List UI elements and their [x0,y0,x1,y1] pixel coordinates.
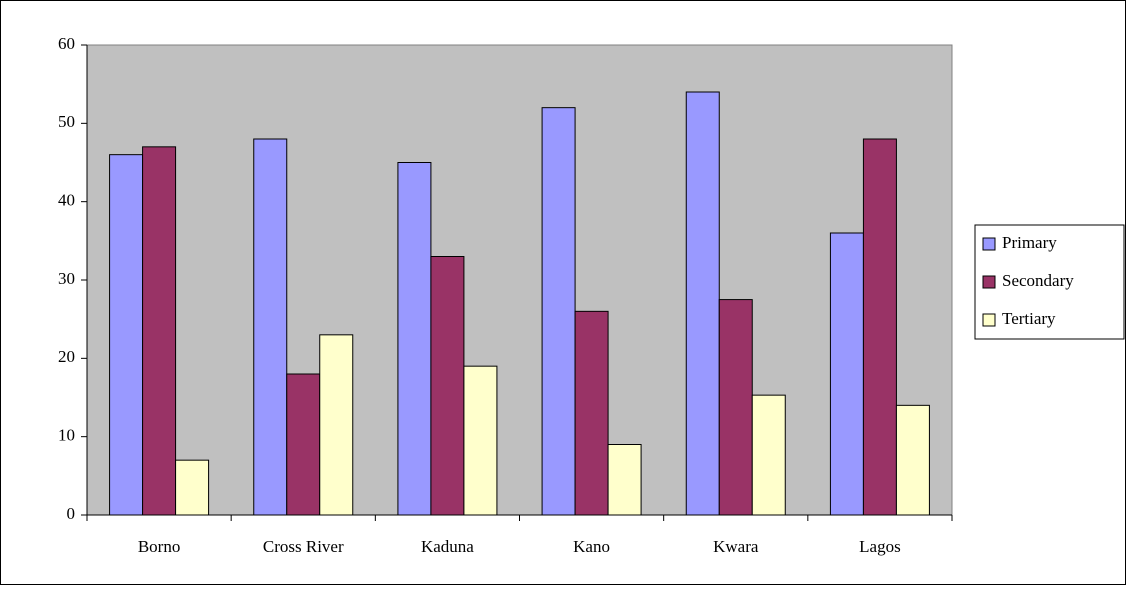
bar [862,138,897,516]
bar [895,404,930,516]
bar [109,154,144,516]
y-tick-label: 60 [58,34,75,53]
legend-swatch [982,275,996,289]
y-tick-label: 30 [58,269,75,288]
bar [430,256,465,516]
bar [685,91,720,516]
legend-swatch [982,313,996,327]
y-tick-label: 20 [58,347,75,366]
legend-swatch [982,237,996,251]
bar [142,146,177,516]
bar [175,459,210,516]
y-tick-label: 50 [58,112,75,131]
legend-label: Primary [1002,233,1057,252]
y-tick-label: 0 [67,504,76,523]
bar [607,444,642,516]
bar [751,394,786,516]
bar [463,365,498,516]
legend-label: Secondary [1002,271,1074,290]
x-tick-label: Kwara [713,537,759,556]
plot-area [86,44,953,516]
x-tick-label: Kano [573,537,610,556]
y-tick-label: 10 [58,426,75,445]
bar [397,162,432,516]
x-tick-label: Lagos [859,537,901,556]
bar [253,138,288,516]
y-tick-label: 40 [58,191,75,210]
x-tick-label: Kaduna [421,537,474,556]
bar [286,373,321,516]
bar [541,107,576,516]
x-tick-label: Borno [138,537,181,556]
bar [574,310,609,516]
x-tick-label: Cross River [263,537,344,556]
bar [319,334,354,516]
legend-box [974,224,1125,340]
bar [829,232,864,516]
bar [718,299,753,516]
legend-label: Tertiary [1002,309,1056,328]
